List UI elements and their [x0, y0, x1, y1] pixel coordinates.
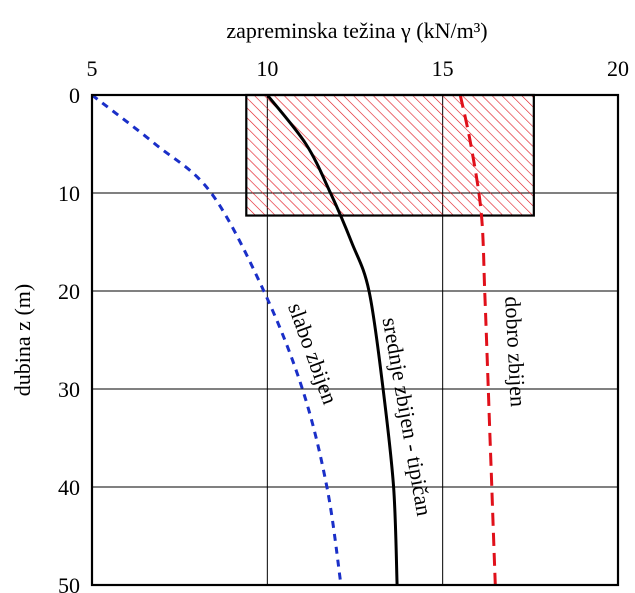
series-group	[91, 93, 497, 586]
y-tick-labels: 0 10 20 30 40 50	[58, 83, 80, 593]
y-tick-label: 30	[58, 377, 80, 402]
y-tick-label: 20	[58, 279, 80, 304]
y-axis-label: dubina z (m)	[10, 284, 35, 396]
series-line-slabo-zbijen	[91, 93, 343, 586]
x-tick-label: 20	[607, 56, 629, 81]
series-line-dobro-zbijen	[458, 94, 497, 586]
y-tick-label: 10	[58, 181, 80, 206]
x-axis-label: zapreminska težina γ (kN/m³)	[226, 18, 487, 43]
series-label-slabo-zbijen: slabo zbijen	[283, 299, 343, 407]
series-line-srednje-zbijen	[266, 94, 399, 586]
shaded-region-rect	[245, 93, 535, 217]
series-label-dobro-zbijen: dobro zbijen	[500, 296, 531, 408]
x-tick-label: 5	[87, 56, 98, 81]
x-tick-label: 15	[432, 56, 454, 81]
y-tick-label: 50	[58, 573, 80, 593]
x-tick-label: 10	[256, 56, 278, 81]
plot-frame	[90, 93, 620, 587]
x-tick-labels: 5 10 15 20	[87, 56, 630, 81]
shaded-region	[245, 93, 535, 217]
y-tick-label: 0	[69, 83, 80, 108]
y-tick-label: 40	[58, 475, 80, 500]
